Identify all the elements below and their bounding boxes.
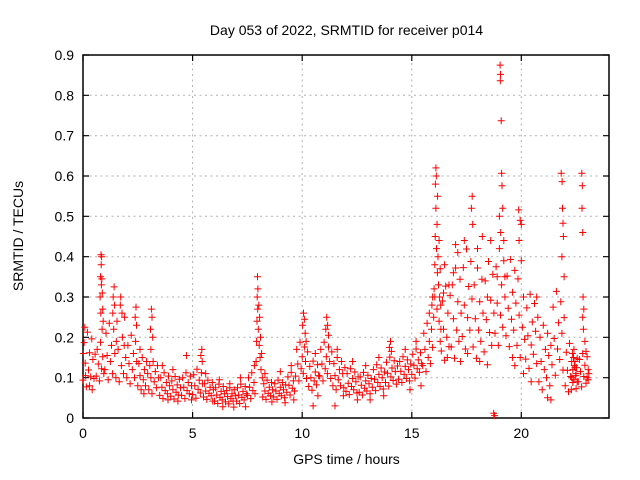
y-tick-label: 0.3 [55,289,75,305]
x-tick-label: 5 [189,425,197,441]
y-tick-label: 0.6 [55,168,75,184]
y-tick-label: 0.2 [55,329,75,345]
x-axis-label: GPS time / hours [293,451,400,467]
y-tick-label: 0.9 [55,47,75,63]
scatter-points [79,61,593,420]
y-tick-label: 0.4 [55,249,75,265]
y-tick-label: 0.8 [55,87,75,103]
x-tick-label: 0 [79,425,87,441]
grid-lines [84,63,601,417]
y-tick-label: 0.7 [55,128,75,144]
x-tick-label: 15 [404,425,420,441]
chart-title: Day 053 of 2022, SRMTID for receiver p01… [209,22,484,38]
y-tick-label: 0 [66,410,74,426]
x-tick-label: 10 [294,425,310,441]
y-tick-label: 0.5 [55,208,75,224]
x-tick-label: 20 [514,425,530,441]
plot-frame [82,54,610,419]
y-tick-label: 0.1 [55,370,75,386]
